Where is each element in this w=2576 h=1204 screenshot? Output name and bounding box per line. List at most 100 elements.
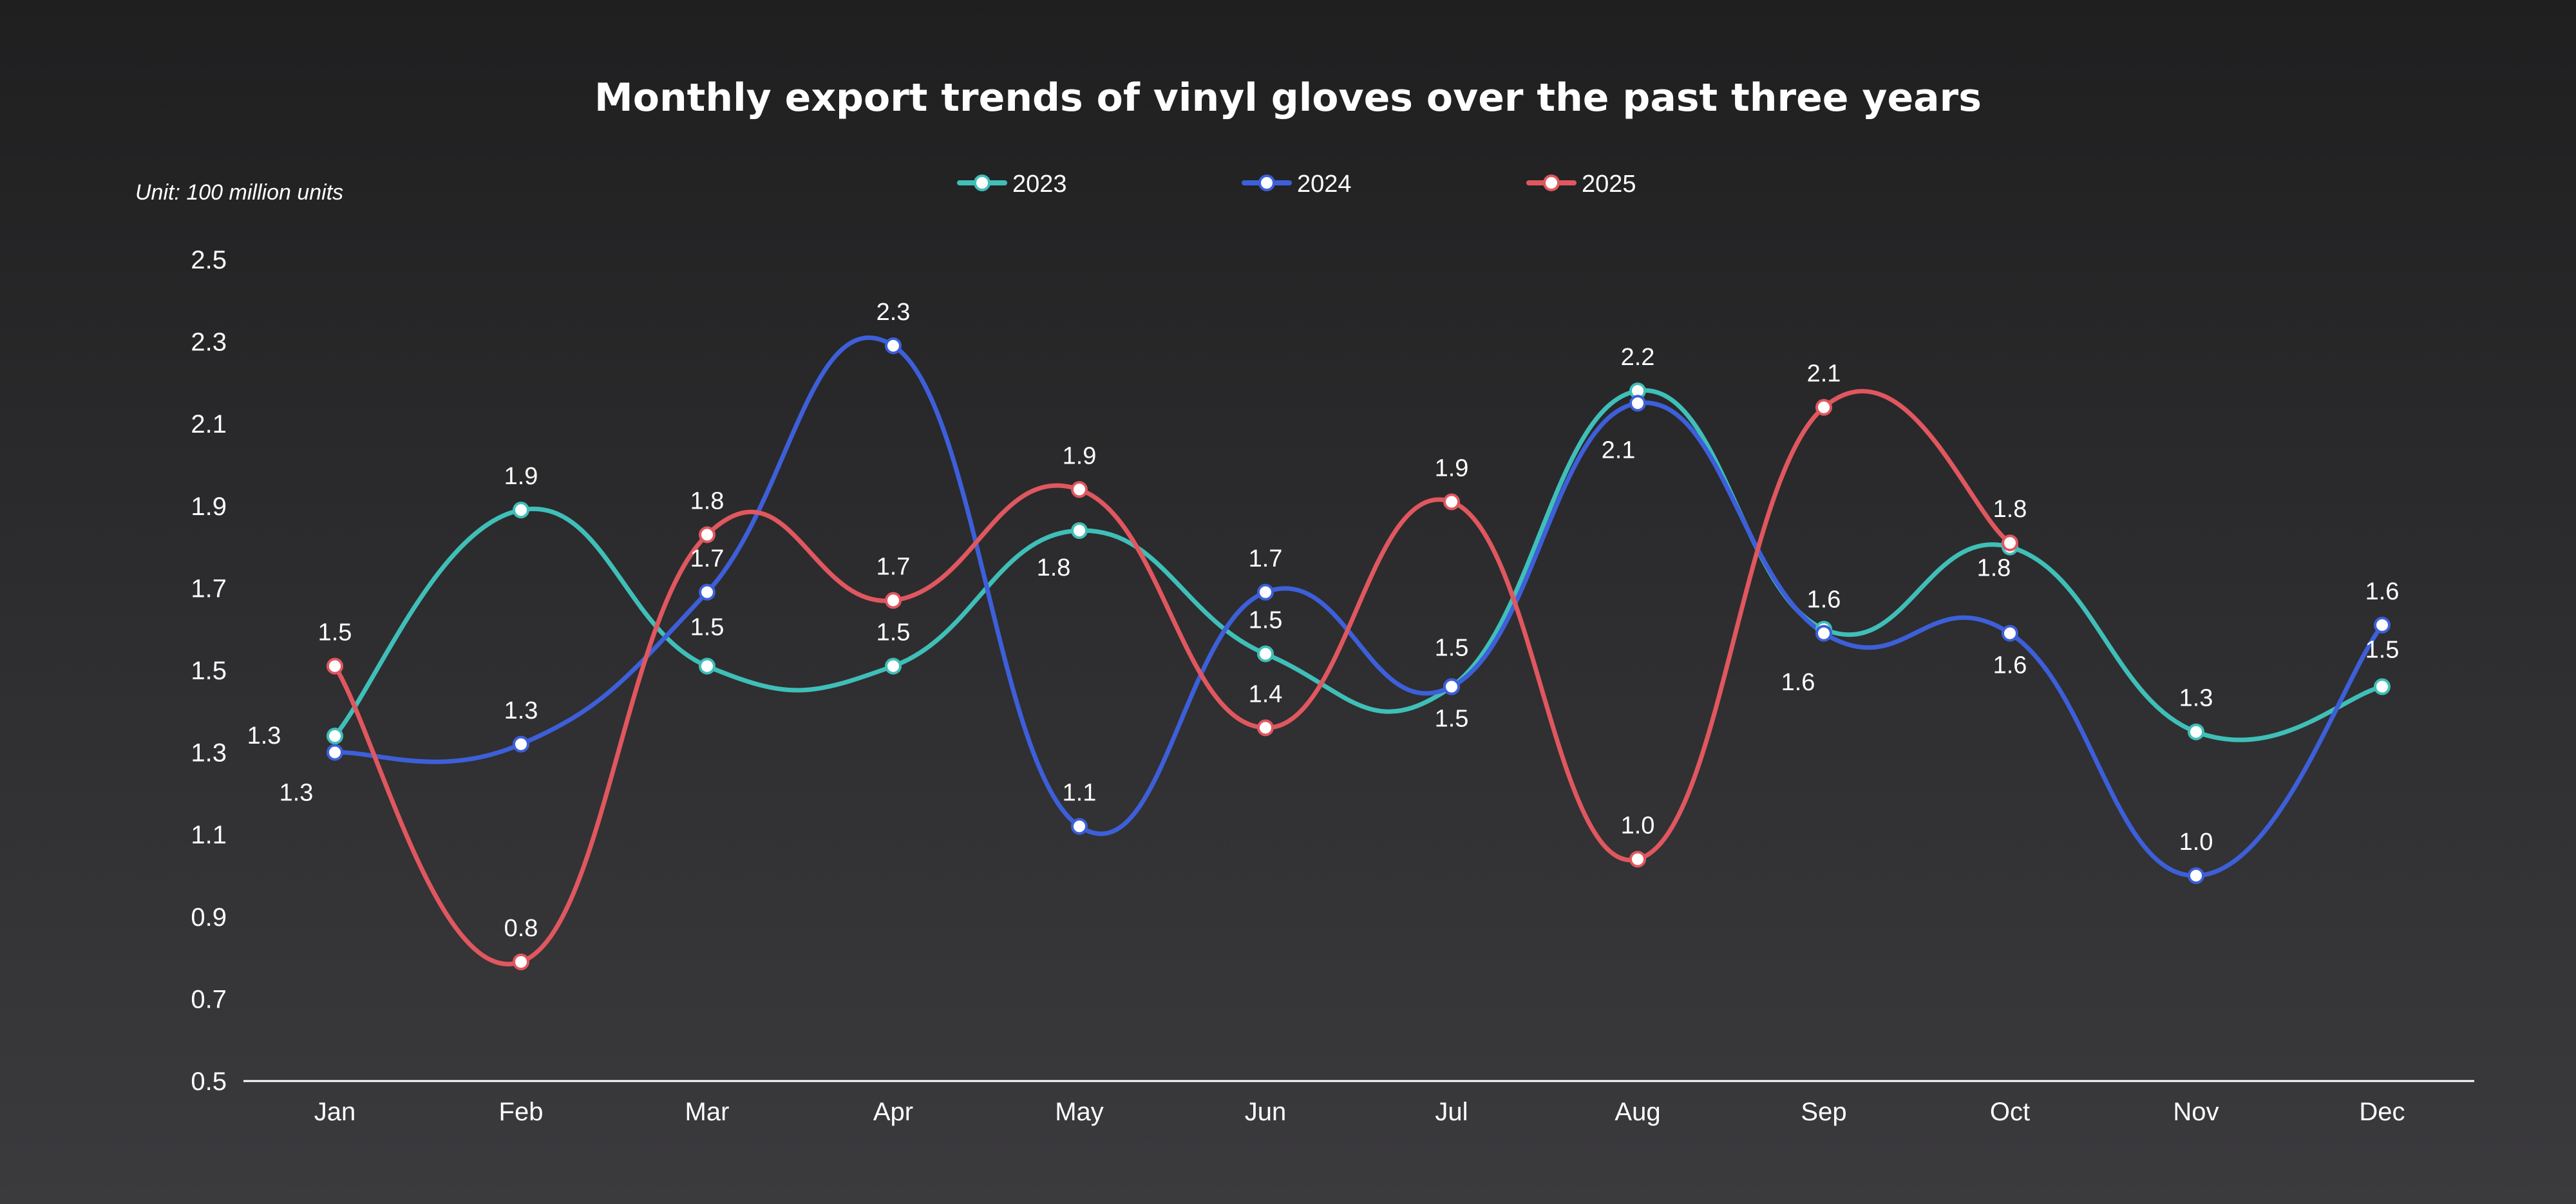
x-tick-label: Feb	[499, 1098, 544, 1126]
x-tick-label: Oct	[1990, 1098, 2030, 1126]
data-point-2025	[1629, 851, 1646, 868]
x-tick-label: Sep	[1801, 1098, 1846, 1126]
data-point-2023	[327, 728, 343, 745]
chart-title: Monthly export trends of vinyl gloves ov…	[594, 75, 1982, 120]
data-label-2024: 1.6	[1807, 587, 1841, 614]
y-tick-label: 1.1	[191, 821, 227, 849]
data-label-2024: 1.7	[1249, 545, 1283, 572]
y-tick-label: 1.7	[191, 574, 227, 603]
data-label-2023: 1.6	[1781, 669, 1815, 696]
y-tick-label: 2.1	[191, 410, 227, 438]
data-label-2025: 1.0	[1621, 812, 1655, 839]
data-label-2025: 1.5	[318, 619, 352, 646]
legend-label-2023: 2023	[1012, 171, 1067, 198]
x-tick-label: Apr	[873, 1098, 913, 1126]
data-label-2024: 1.3	[279, 780, 314, 807]
data-label-2025: 1.8	[1993, 496, 2027, 523]
legend: 2023 2024 2025	[957, 171, 1636, 198]
data-point-2025	[2002, 534, 2018, 552]
data-point-2024	[327, 744, 343, 761]
data-label-2025: 0.8	[504, 915, 538, 942]
y-tick-label: 2.3	[191, 328, 227, 357]
data-label-2023: 1.5	[876, 619, 911, 646]
x-tick-label: Dec	[2359, 1098, 2405, 1126]
y-axis-ticks: 0.5 0.7 0.9 1.1 1.3 1.5 1.7 1.9 2.1 2.3 2.5	[191, 246, 227, 1096]
data-label-2024: 1.3	[504, 697, 538, 724]
data-point-2025	[1815, 399, 1832, 416]
data-point-2025	[1443, 493, 1460, 511]
data-point-2025	[699, 526, 715, 543]
data-point-2024	[2374, 616, 2391, 634]
data-label-2023: 1.5	[690, 614, 724, 641]
data-point-2024	[1443, 678, 1460, 695]
y-tick-label: 2.5	[191, 246, 227, 274]
data-point-2024	[2002, 625, 2018, 642]
series-line-2023	[333, 388, 2383, 742]
data-label-2023: 1.8	[1037, 554, 1071, 581]
data-point-2025	[1071, 481, 1088, 498]
data-point-2024	[1629, 395, 1646, 412]
y-tick-label: 0.7	[191, 985, 227, 1013]
series-line-2025	[333, 389, 2012, 966]
data-point-2024	[2188, 867, 2204, 884]
data-label-2023: 1.5	[2365, 637, 2400, 664]
data-point-2023	[2374, 678, 2391, 695]
x-tick-label: Jul	[1435, 1098, 1468, 1126]
data-point-2024	[513, 735, 529, 753]
series-lines	[333, 335, 2384, 966]
data-label-2025: 1.7	[876, 554, 911, 581]
data-point-2024	[1815, 625, 1832, 642]
x-tick-label: Aug	[1615, 1098, 1660, 1126]
data-point-2023	[1257, 645, 1274, 663]
data-labels: 1.3 1.9 1.5 1.5 1.8 1.5 1.5 2.2 1.6 1.8 1.3 1.5 1.3 1…	[247, 299, 2400, 942]
data-point-2024	[885, 337, 902, 354]
data-point-2023	[513, 502, 529, 519]
data-point-2025	[327, 657, 343, 675]
data-label-2023: 2.2	[1621, 344, 1655, 371]
series-line-2024	[334, 335, 2384, 878]
data-point-2024	[1257, 583, 1274, 601]
y-tick-label: 0.9	[191, 903, 227, 932]
data-point-2023	[885, 657, 902, 675]
data-label-2025: 1.9	[1435, 455, 1469, 482]
data-label-2024: 1.1	[1063, 779, 1097, 806]
data-label-2024: 1.0	[2179, 829, 2213, 856]
x-tick-label: May	[1055, 1098, 1104, 1126]
data-label-2024: 1.5	[1435, 706, 1469, 733]
data-label-2023: 1.3	[2179, 685, 2213, 712]
data-label-2024: 1.7	[690, 545, 724, 572]
data-label-2023: 1.9	[504, 463, 538, 490]
data-label-2024: 2.1	[1602, 437, 1636, 464]
y-tick-label: 1.3	[191, 739, 227, 767]
data-label-2024: 2.3	[876, 299, 911, 326]
x-tick-label: Nov	[2173, 1098, 2219, 1126]
data-point-2023	[699, 657, 715, 675]
data-point-2025	[885, 592, 902, 609]
data-label-2023: 1.8	[1977, 555, 2011, 582]
data-label-2023: 1.3	[247, 722, 281, 749]
x-tick-label: Mar	[685, 1098, 730, 1126]
data-label-2025: 1.4	[1249, 681, 1283, 708]
x-tick-label: Jan	[314, 1098, 356, 1126]
unit-label: Unit: 100 million units	[135, 180, 343, 205]
x-tick-label: Jun	[1245, 1098, 1287, 1126]
legend-marker-2023	[974, 174, 990, 191]
data-label-2025: 2.1	[1807, 361, 1841, 388]
legend-marker-2024	[1258, 174, 1275, 191]
data-label-2024: 1.6	[2365, 578, 2400, 605]
y-tick-label: 1.9	[191, 493, 227, 521]
data-label-2024: 1.6	[1993, 652, 2027, 679]
y-tick-label: 1.5	[191, 657, 227, 685]
data-point-2023	[2188, 723, 2204, 740]
data-point-2024	[1071, 818, 1088, 835]
legend-label-2024: 2024	[1297, 171, 1352, 198]
y-tick-label: 0.5	[191, 1068, 227, 1096]
legend-label-2025: 2025	[1582, 171, 1636, 198]
data-point-2025	[513, 953, 529, 970]
legend-marker-2025	[1543, 174, 1560, 191]
data-label-2025: 1.9	[1063, 442, 1097, 469]
data-label-2023: 1.5	[1249, 607, 1283, 634]
data-point-2024	[699, 583, 715, 601]
data-label-2023: 1.5	[1435, 635, 1469, 662]
